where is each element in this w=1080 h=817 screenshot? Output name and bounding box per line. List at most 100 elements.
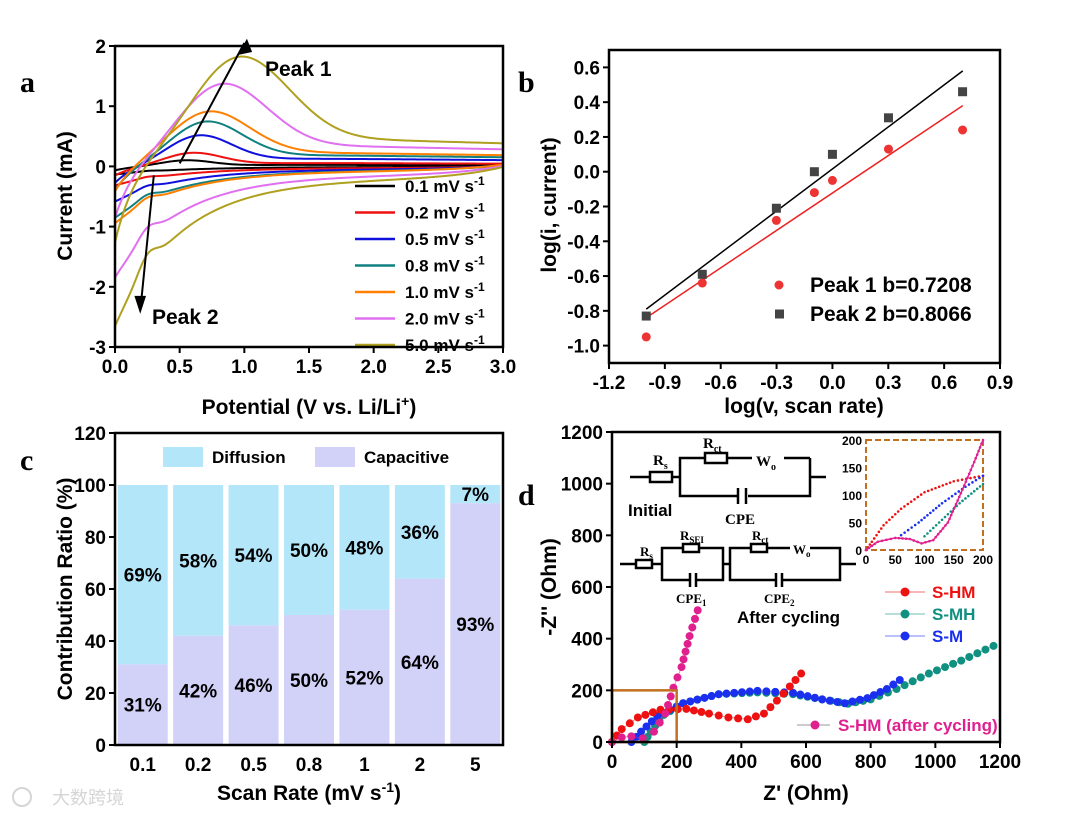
diffusion-bar [394, 485, 445, 579]
inset-data-point [926, 489, 930, 493]
panel-d-ytick-label: 400 [571, 630, 603, 651]
data-point [697, 269, 707, 279]
inset-xtick-label: 100 [914, 553, 934, 567]
data-point [809, 167, 819, 177]
panel-b-xtick-label: 0.6 [931, 373, 957, 394]
watermark: 大数跨境 [12, 787, 124, 808]
inset-data-point [975, 487, 979, 491]
data-point [941, 663, 950, 672]
data-point [714, 711, 723, 720]
panel-d-nyquist-chart: S-HM S-MH S-M S-HM (after cycling) 0 200 400 60… [561, 423, 1021, 773]
panel-c-ylabel: Contribution Ratio (%) [54, 478, 77, 701]
inset-data-point [879, 527, 883, 530]
data-point [753, 686, 762, 695]
inset-data-point [972, 489, 976, 493]
data-point [791, 676, 800, 684]
legend-marker [775, 309, 784, 319]
inset-data-point [934, 486, 937, 490]
panel-c-xtick-label: 0.1 [130, 755, 157, 776]
inset-data-point [964, 497, 967, 500]
initial-circuit-diagram [630, 451, 826, 504]
panel-a-ytick-label: 1 [95, 97, 106, 118]
inset-data-point [913, 498, 916, 501]
inset-data-point [891, 515, 894, 519]
data-point [809, 188, 819, 198]
panel-d-ytick-label: 1200 [561, 423, 603, 444]
legend-label: 2.0 mV s-1 [405, 307, 485, 329]
panel-a-xtick-label: 2.0 [360, 357, 386, 378]
inset-data-point [926, 532, 929, 535]
legend-label: S-MH [932, 605, 975, 624]
legend-label: S-HM [932, 583, 975, 602]
data-point [766, 703, 775, 712]
diffusion-data-label: 69% [124, 566, 162, 587]
inset-xtick-label: 50 [889, 553, 903, 567]
panel-b-ytick-label: 0.6 [574, 58, 600, 79]
inset-data-point [973, 476, 976, 479]
fit-line [645, 70, 964, 310]
data-point [827, 175, 837, 185]
data-point [827, 149, 837, 159]
data-point [679, 655, 688, 664]
capacitive-bar [173, 635, 224, 745]
panel-d-ytick-label: 1000 [561, 475, 603, 496]
data-point [705, 709, 713, 718]
data-point [883, 144, 893, 154]
panel-a-xtick-label: 2.5 [425, 357, 452, 378]
panel-c-ytick-label: 40 [85, 632, 106, 653]
legend-label: 0.2 mV s-1 [405, 201, 485, 223]
legend-label: S-M [932, 627, 963, 646]
data-point [641, 311, 651, 321]
diffusion-bar [173, 485, 224, 636]
inset-series-line [865, 439, 984, 551]
diffusion-bar [284, 485, 334, 615]
panel-b-xtick-label: -0.9 [648, 373, 681, 394]
inset-data-point [960, 478, 964, 481]
inset-data-point [937, 504, 941, 507]
panel-b-ytick-label: -0.2 [567, 198, 600, 219]
wo2-label: Wo [793, 542, 811, 559]
panel-b-xtick-label: -0.6 [704, 373, 737, 394]
inset-data-point [957, 490, 961, 493]
panel-a-xlabel: Potential (V vs. Li/Li+) [202, 393, 417, 419]
cpe2-label: CPE2 [764, 591, 795, 608]
panel-c-ytick-label: 20 [85, 684, 106, 705]
data-point [932, 666, 941, 675]
peak-1-arrow [178, 42, 246, 164]
inset-data-point [896, 510, 900, 513]
data-point [889, 680, 898, 689]
inset-data-point [929, 529, 932, 533]
panel-b-xtick-label: -0.3 [760, 373, 793, 394]
inset-xtick-label: 0 [863, 553, 870, 567]
data-point [697, 708, 706, 717]
inset-data-point [970, 492, 973, 495]
capacitive-bar [394, 578, 445, 745]
data-point [627, 732, 636, 741]
inset-data-point [940, 518, 944, 522]
inset-data-point [949, 510, 953, 513]
data-point [789, 688, 798, 697]
watermark-logo-icon [12, 787, 32, 807]
panel-d-xtick-label: 600 [790, 752, 822, 773]
inset-data-point [981, 474, 985, 478]
inset-data-point [906, 502, 910, 506]
panel-d-xlabel: Z' (Ohm) [763, 782, 848, 805]
data-point [683, 639, 692, 648]
diffusion-data-label: 48% [345, 538, 383, 559]
inset-data-point [937, 521, 941, 524]
inset-data-point [893, 512, 897, 516]
inset-data-point [946, 512, 950, 516]
inset-data-point [903, 531, 906, 534]
panel-c-xtick-label: 1 [359, 755, 370, 776]
capacitive-data-label: 31% [124, 696, 162, 717]
data-point [697, 278, 707, 288]
inset-data-point [910, 526, 913, 529]
inset-data-point [943, 515, 947, 519]
inset-data-point [967, 483, 971, 486]
inset-data-point [870, 540, 874, 544]
inset-data-point [967, 494, 970, 498]
rct2-label: Rct [752, 528, 768, 545]
capacitive-data-label: 50% [290, 671, 328, 692]
data-point [666, 692, 675, 701]
